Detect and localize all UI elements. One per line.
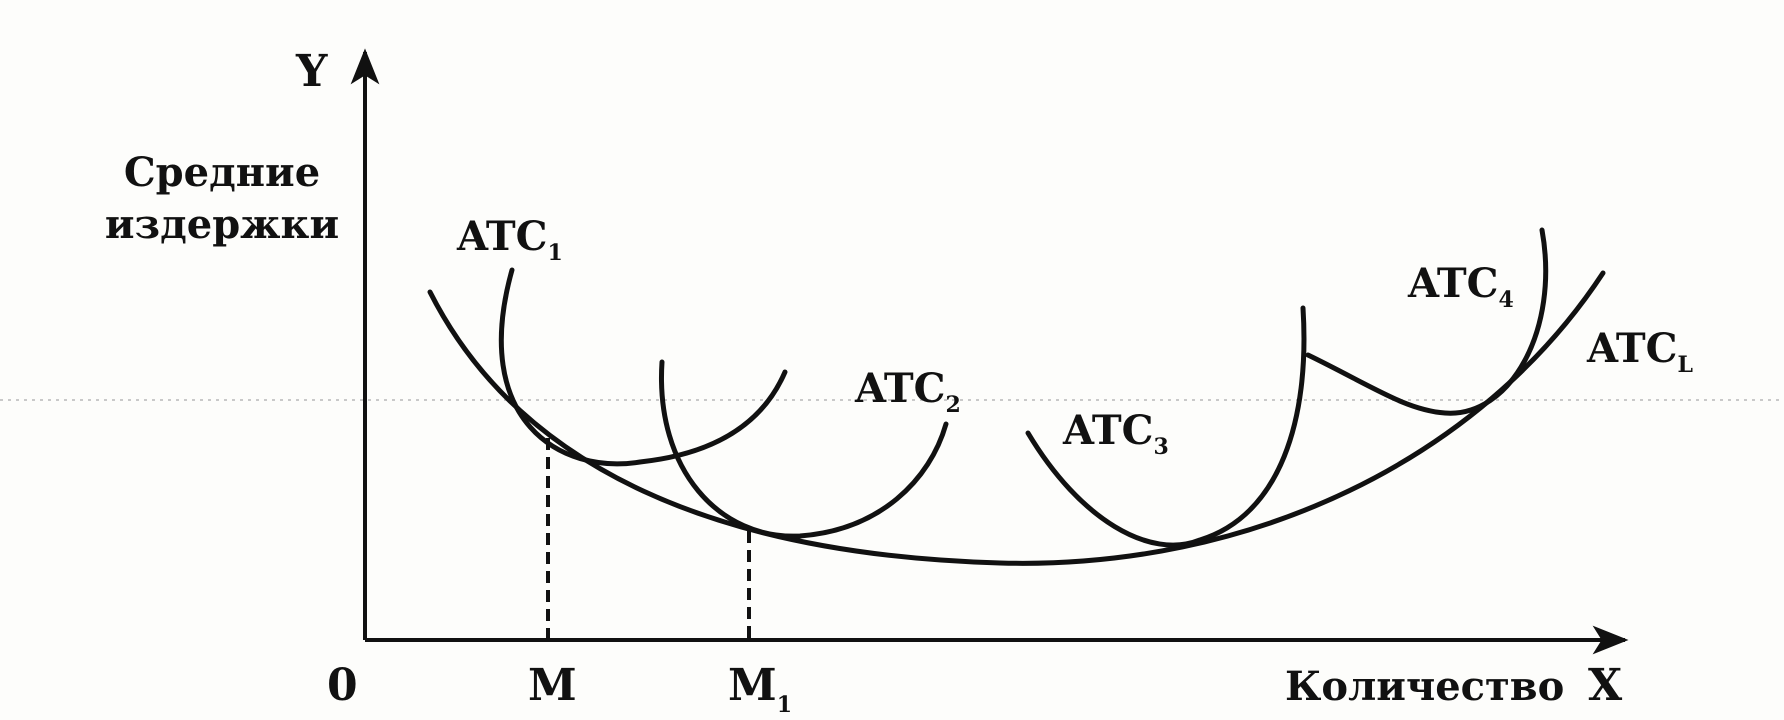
y-axis-label-line-2: издержки [105,201,339,248]
tick-label-m1: M1 [728,660,792,718]
series-label-atc-4: ATC4 [1407,260,1514,313]
series-curve-atc-3 [1025,305,1307,548]
series-curve-atc-l [427,270,1606,566]
series-curve-atc-4 [1305,227,1549,416]
y-axis-label-line-1: Средние [124,149,320,196]
y-axis-letter: Y [295,46,328,97]
series-label-atc-1: ATC1 [456,213,563,266]
series-label-atc-2: ATC2 [854,365,961,418]
x-axis-label: Количество [1285,663,1564,710]
tick-label-m: M [528,660,577,711]
x-axis-letter: X [1588,660,1623,711]
series-label-atc-l: ATCL [1586,325,1693,378]
series-curve-atc-1 [498,267,788,467]
series-curve-atc-2 [659,359,949,539]
origin-label: 0 [327,660,358,711]
series-label-atc-3: ATC3 [1062,407,1169,460]
